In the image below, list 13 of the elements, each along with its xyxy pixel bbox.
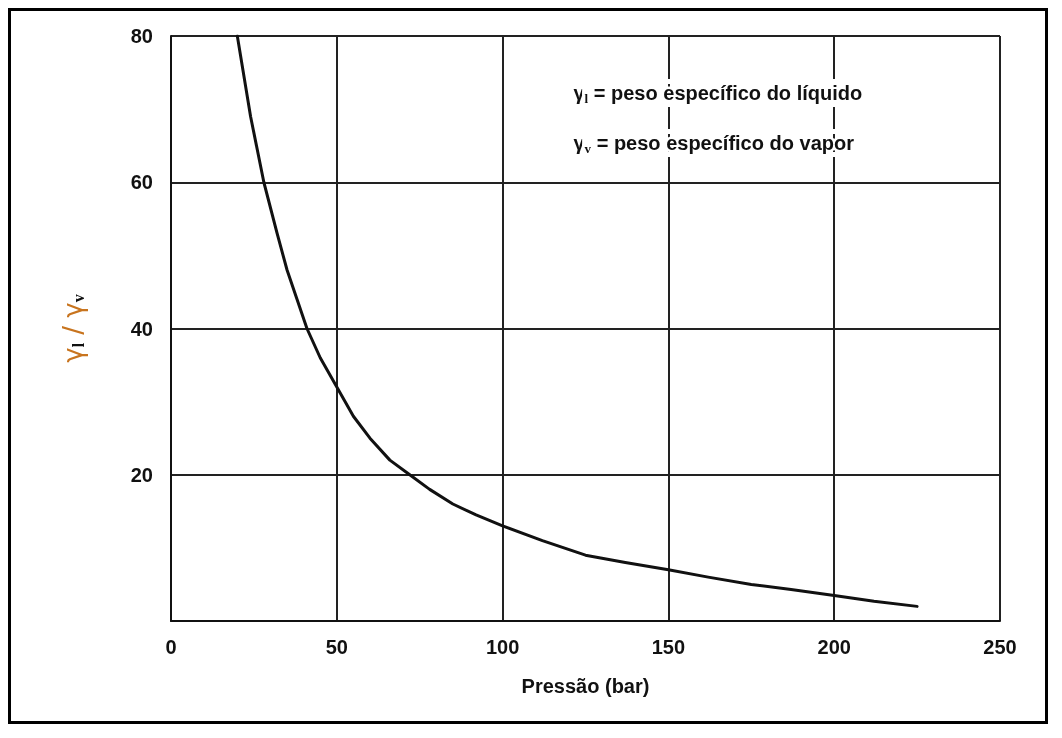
x-axis-title: Pressão (bar) [521,675,650,697]
x-tick-label: 100 [485,636,520,658]
x-tick-label: 50 [325,636,348,658]
line-series [235,34,919,608]
x-tick-label: 250 [983,636,1017,658]
y-tick-label: 40 [130,317,153,340]
x-tick-label: 0 [165,636,177,658]
y-tick-label: 60 [130,171,153,194]
x-tick-label: 150 [651,636,686,658]
y-tick-label: 80 [130,25,153,47]
y-tick-label: 20 [130,463,153,486]
x-tick-label: 200 [817,636,851,658]
y-axis-title: γl / γv [58,294,88,363]
